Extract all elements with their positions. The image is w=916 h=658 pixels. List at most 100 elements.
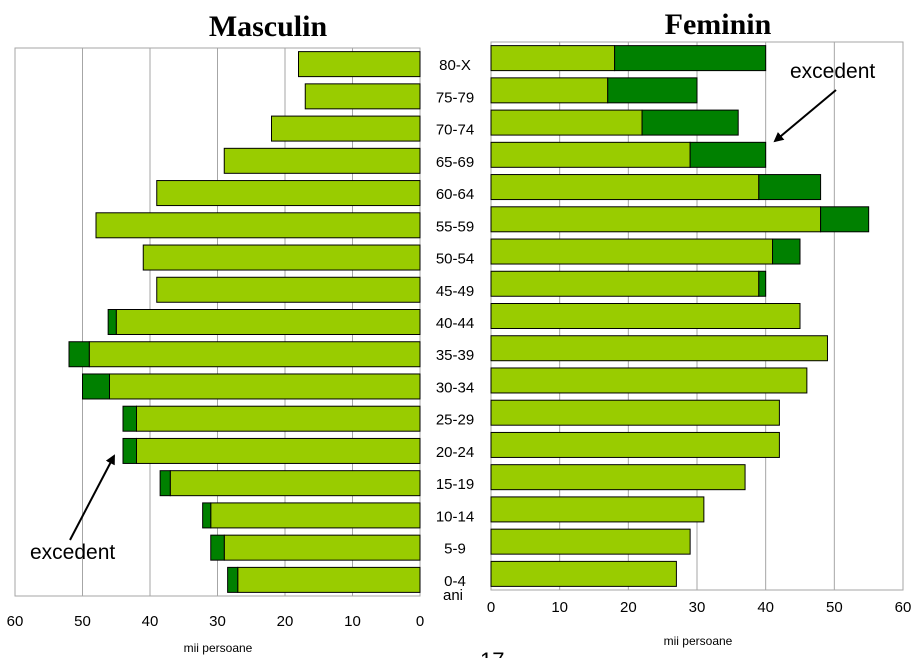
female-bar — [490, 174, 760, 201]
female-excess-bar — [641, 109, 739, 136]
age-group-label: 55-59 — [436, 218, 474, 235]
female-bar — [490, 109, 643, 136]
female-bar — [490, 45, 616, 72]
female-bar — [490, 206, 822, 233]
male-excess-bar — [202, 502, 212, 529]
male-excess-bar — [159, 470, 171, 497]
age-group-label: 45-49 — [436, 283, 474, 300]
female-bar — [490, 399, 780, 426]
female-bar — [490, 270, 760, 297]
male-bar — [271, 115, 421, 142]
male-x-tick-label: 40 — [142, 613, 159, 630]
female-x-axis-label: mii persoane — [664, 634, 733, 648]
male-x-tick-label: 30 — [209, 613, 226, 630]
female-bar — [490, 528, 691, 555]
age-group-label: 0-4 — [444, 573, 466, 590]
male-excess-bar — [107, 309, 117, 335]
female-bar — [490, 77, 609, 104]
male-bar — [109, 373, 421, 400]
male-bar — [136, 437, 421, 464]
age-group-label: 20-24 — [436, 444, 474, 461]
male-bar — [210, 502, 421, 529]
male-tick-labels: 60 50 40 30 20 10 0 — [7, 613, 425, 630]
male-excess-bar — [68, 341, 90, 368]
female-x-tick-label: 40 — [757, 599, 774, 616]
age-group-label: 65-69 — [436, 154, 474, 171]
female-x-tick-label: 20 — [620, 599, 637, 616]
female-x-tick-label: 0 — [487, 599, 495, 616]
age-group-label: 75-79 — [436, 89, 474, 106]
male-x-tick-label: 0 — [416, 613, 424, 630]
male-title: Masculin — [209, 10, 328, 43]
female-bar — [490, 141, 691, 168]
female-excedent-arrow — [773, 89, 837, 143]
age-group-label: 10-14 — [436, 508, 474, 525]
age-group-label: 80-X — [439, 57, 471, 74]
female-bar — [490, 303, 801, 329]
male-excess-bar — [227, 566, 239, 593]
age-group-label: 50-54 — [436, 251, 474, 268]
age-unit-label: ani — [443, 587, 463, 604]
female-bar — [490, 431, 780, 458]
age-group-label: 40-44 — [436, 315, 474, 332]
male-x-tick-label: 10 — [344, 613, 361, 630]
age-group-label: 60-64 — [436, 186, 474, 203]
age-group-label: 25-29 — [436, 412, 474, 429]
male-excess-bar — [210, 534, 225, 561]
age-group-label: 35-39 — [436, 347, 474, 364]
male-x-axis-label: mii persoane — [184, 641, 253, 655]
age-group-labels: 0-4 5-9 10-14 15-19 20-24 25-29 30-34 35-39 40-4… — [436, 57, 474, 590]
male-bar — [223, 534, 421, 561]
male-bar — [142, 244, 421, 271]
female-bar — [490, 238, 774, 265]
male-excess-bar — [82, 373, 110, 400]
male-panel: 60 50 40 30 20 10 0 Masculin mii persoane — [7, 10, 425, 655]
female-excess-bar — [614, 45, 767, 72]
female-bars — [490, 45, 870, 587]
male-bar — [156, 276, 421, 303]
male-x-tick-label: 60 — [7, 613, 24, 630]
male-bars — [68, 51, 421, 593]
male-x-tick-label: 20 — [277, 613, 294, 630]
female-bar — [490, 464, 746, 491]
female-excess-bar — [758, 174, 822, 201]
female-x-tick-label: 30 — [689, 599, 706, 616]
female-excess-bar — [772, 238, 801, 265]
page-number: 17 — [480, 648, 504, 658]
male-bar — [88, 341, 421, 368]
male-excess-bar — [122, 437, 137, 464]
male-bar — [95, 212, 421, 239]
male-excedent-arrow — [69, 454, 115, 541]
female-excedent-annotation: excedent — [790, 60, 875, 83]
female-tick-labels: 0 10 20 30 40 50 60 — [487, 599, 912, 616]
female-bar — [490, 496, 705, 523]
female-excess-bar — [758, 270, 767, 297]
age-group-label: 70-74 — [436, 122, 474, 139]
male-bar — [115, 309, 421, 335]
female-title: Feminin — [665, 8, 772, 41]
female-x-tick-label: 10 — [551, 599, 568, 616]
age-group-label: 15-19 — [436, 476, 474, 493]
female-x-tick-label: 50 — [826, 599, 843, 616]
female-bar — [490, 367, 808, 394]
female-panel: 0 10 20 30 40 50 60 Feminin mii persoane — [487, 8, 912, 648]
female-bar — [490, 335, 828, 362]
male-bar — [298, 51, 421, 78]
male-bar — [223, 147, 421, 174]
age-group-label: 30-34 — [436, 379, 474, 396]
female-excess-bar — [607, 77, 698, 104]
female-excess-bar — [689, 141, 767, 168]
male-excedent-annotation: excedent — [30, 541, 115, 564]
female-excess-bar — [820, 206, 870, 233]
age-group-label: 5-9 — [444, 541, 466, 558]
female-x-tick-label: 60 — [895, 599, 912, 616]
male-bar — [136, 405, 421, 432]
male-excess-bar — [122, 405, 137, 432]
male-bar — [156, 180, 421, 207]
male-bar — [169, 470, 421, 497]
female-bar — [490, 560, 677, 587]
male-bar — [237, 566, 421, 593]
male-bar — [304, 83, 421, 110]
male-x-tick-label: 50 — [74, 613, 91, 630]
